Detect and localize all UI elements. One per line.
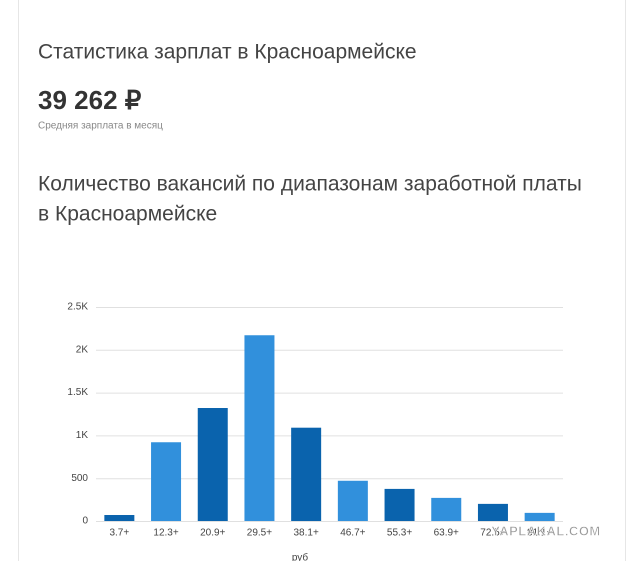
bar xyxy=(524,512,555,521)
bar xyxy=(197,408,228,521)
x-tick-label: 38.1+ xyxy=(293,528,318,539)
average-salary-label: Средняя зарплата в месяц xyxy=(38,121,163,132)
bar xyxy=(431,497,462,521)
x-tick-label: 46.7+ xyxy=(340,528,365,539)
bar xyxy=(384,488,415,521)
y-tick-label: 1.5K xyxy=(67,387,88,398)
x-tick-label: 55.3+ xyxy=(387,528,412,539)
x-tick-label: 29.5+ xyxy=(247,528,272,539)
x-tick-label: 72.5+ xyxy=(480,528,505,539)
bar xyxy=(337,480,368,521)
bar xyxy=(477,503,508,521)
average-salary: 39 262 ₽ xyxy=(38,85,142,115)
y-tick-label: 1K xyxy=(76,430,89,441)
y-tick-label: 2K xyxy=(76,344,89,355)
bar xyxy=(244,335,275,521)
x-tick-label: 63.9+ xyxy=(434,528,459,539)
x-axis-label: руб xyxy=(292,552,309,561)
y-tick-label: 2.5K xyxy=(67,302,88,313)
x-tick-label: 3.7+ xyxy=(109,528,129,539)
watermark: YAPLAKAL.COM xyxy=(491,523,601,538)
y-tick-label: 0 xyxy=(82,516,88,527)
x-tick-label: 81.1+ xyxy=(527,528,552,539)
x-tick-label: 12.3+ xyxy=(153,528,178,539)
bar xyxy=(291,427,322,521)
bar xyxy=(151,442,182,521)
bar xyxy=(104,515,135,521)
chart-title: Количество вакансий по диапазонам зарабо… xyxy=(38,173,582,196)
chart-title: в Красноармейске xyxy=(38,203,217,226)
page-title: Статистика зарплат в Красноармейске xyxy=(38,41,417,64)
y-tick-label: 500 xyxy=(71,473,88,484)
x-tick-label: 20.9+ xyxy=(200,528,225,539)
